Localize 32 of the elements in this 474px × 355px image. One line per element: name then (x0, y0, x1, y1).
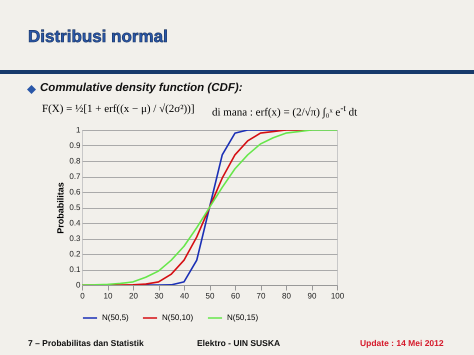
legend-label: N(50,10) (162, 313, 194, 322)
text: F(X) = ½[1 + erf((x − μ) / √(2σ²))] (42, 103, 194, 115)
y-tick-label: 0.2 (69, 250, 82, 258)
y-tick-label: 0.8 (69, 156, 82, 166)
y-tick-label: 0.3 (69, 234, 82, 243)
x-tick-label: 10 (104, 292, 113, 300)
x-tick-label: 40 (180, 292, 190, 300)
x-tick-label: 60 (231, 292, 240, 300)
legend-label: N(50,15) (227, 313, 258, 322)
legend-label: N(50,5) (102, 313, 130, 322)
y-tick-label: 0.1 (69, 265, 82, 274)
text: Elektro - UIN SUSKA (197, 338, 280, 348)
x-tick-label: 100 (330, 292, 345, 300)
text: Update : 14 Mei 2012 (360, 338, 444, 348)
chart-title: Distribusi normal (28, 27, 168, 47)
x-tick-label: 20 (129, 292, 138, 300)
y-tick-label: 1 (76, 126, 82, 134)
x-tick-label: 90 (308, 292, 317, 300)
y-tick-label: 0.7 (69, 172, 82, 181)
x-tick-label: 80 (282, 292, 292, 300)
x-tick-label: 30 (154, 292, 164, 300)
y-tick-label: 0 (76, 280, 82, 290)
text: 7 – Probabilitas dan Statistik (28, 338, 144, 348)
chart-subtitle: Commulative density function (CDF): (39, 82, 243, 94)
x-tick-label: 70 (256, 292, 266, 300)
y-axis-title: Probabilitas (55, 182, 66, 234)
text: di mana : erf(x) = (2/√π) ∫₀ˣ e$^{-t}$ dt (212, 103, 358, 119)
y-tick-label: 0.5 (69, 203, 82, 212)
y-tick-label: 0.9 (69, 141, 82, 150)
x-tick-label: 50 (206, 292, 215, 300)
y-tick-label: 0.6 (69, 188, 82, 196)
y-tick-label: 0.4 (69, 218, 82, 228)
